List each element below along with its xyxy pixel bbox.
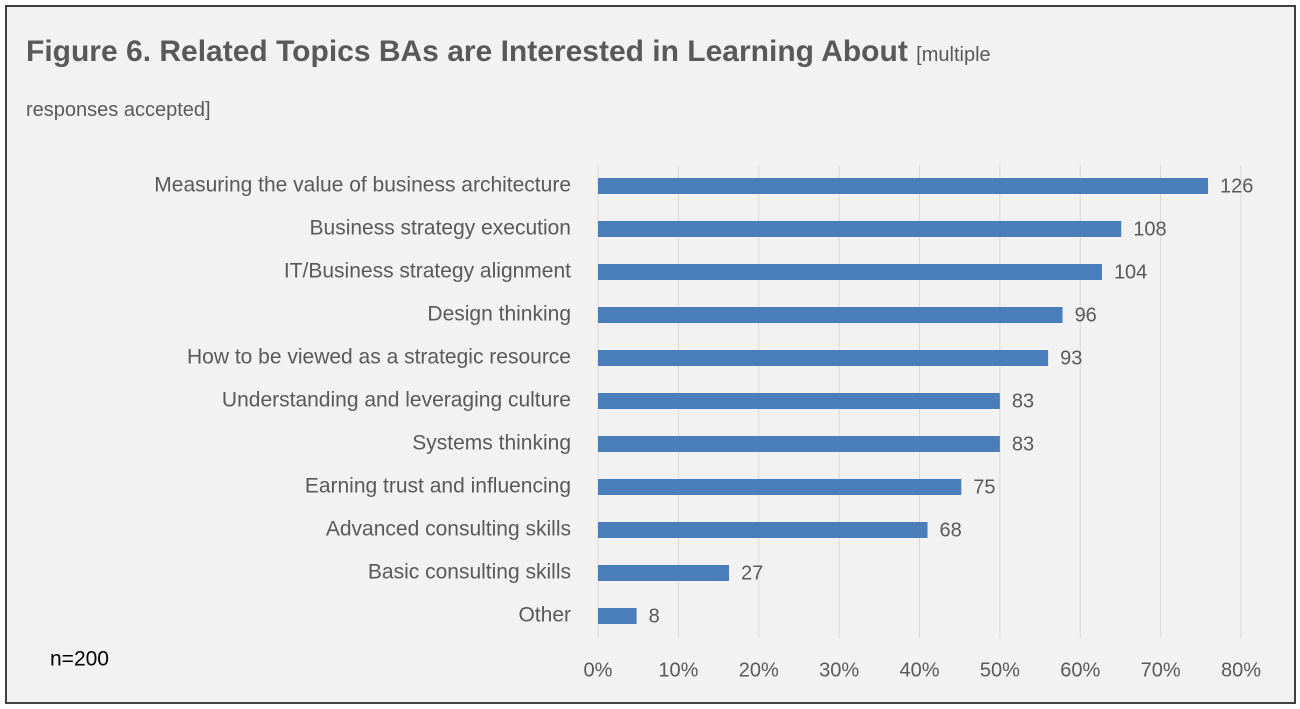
- chart-title-block: Figure 6. Related Topics BAs are Interes…: [26, 26, 1006, 136]
- x-tick-label: 0%: [584, 659, 613, 681]
- bar: [598, 522, 928, 538]
- y-tick-label: Other: [518, 604, 571, 627]
- x-tick-label: 40%: [899, 659, 939, 681]
- x-tick-label: 50%: [980, 659, 1020, 681]
- bar: [598, 264, 1102, 280]
- y-tick-label: Business strategy execution: [310, 217, 571, 240]
- x-tick-label: 70%: [1141, 659, 1181, 681]
- data-label: 68: [940, 519, 962, 541]
- bar: [598, 479, 962, 495]
- y-tick-label: Advanced consulting skills: [326, 518, 571, 541]
- bar: [598, 221, 1122, 237]
- data-label: 96: [1075, 304, 1097, 326]
- data-label: 108: [1133, 218, 1166, 240]
- y-tick-label: Design thinking: [427, 303, 571, 326]
- x-tick-label: 30%: [819, 659, 859, 681]
- data-label: 83: [1012, 390, 1034, 412]
- bar: [598, 178, 1209, 194]
- data-label: 126: [1220, 175, 1253, 197]
- data-label: 83: [1012, 433, 1034, 455]
- x-tick-label: 60%: [1060, 659, 1100, 681]
- bar: [598, 608, 637, 624]
- data-label: 8: [649, 605, 660, 627]
- x-tick-label: 10%: [658, 659, 698, 681]
- y-tick-label: Measuring the value of business architec…: [154, 174, 571, 197]
- data-label: 104: [1114, 261, 1147, 283]
- y-tick-label: Understanding and leveraging culture: [222, 389, 571, 412]
- y-tick-label: IT/Business strategy alignment: [284, 260, 571, 283]
- y-tick-label: Basic consulting skills: [368, 561, 571, 584]
- y-tick-label: How to be viewed as a strategic resource: [187, 346, 571, 369]
- y-tick-label: Systems thinking: [412, 432, 571, 455]
- chart-title: Figure 6. Related Topics BAs are Interes…: [26, 35, 908, 68]
- bar: [598, 436, 1000, 452]
- bar: [598, 350, 1049, 366]
- y-tick-label: Earning trust and influencing: [305, 475, 571, 498]
- x-tick-label: 80%: [1221, 659, 1261, 681]
- data-label: 27: [741, 562, 763, 584]
- x-tick-label: 20%: [739, 659, 779, 681]
- bar: [598, 565, 730, 581]
- data-label: 75: [973, 476, 995, 498]
- data-label: 93: [1060, 347, 1082, 369]
- chart-subtitle: [multiple responses accepted]: [26, 44, 991, 121]
- bar: [598, 393, 1000, 409]
- footnote: n=200: [50, 648, 109, 671]
- bar: [598, 307, 1063, 323]
